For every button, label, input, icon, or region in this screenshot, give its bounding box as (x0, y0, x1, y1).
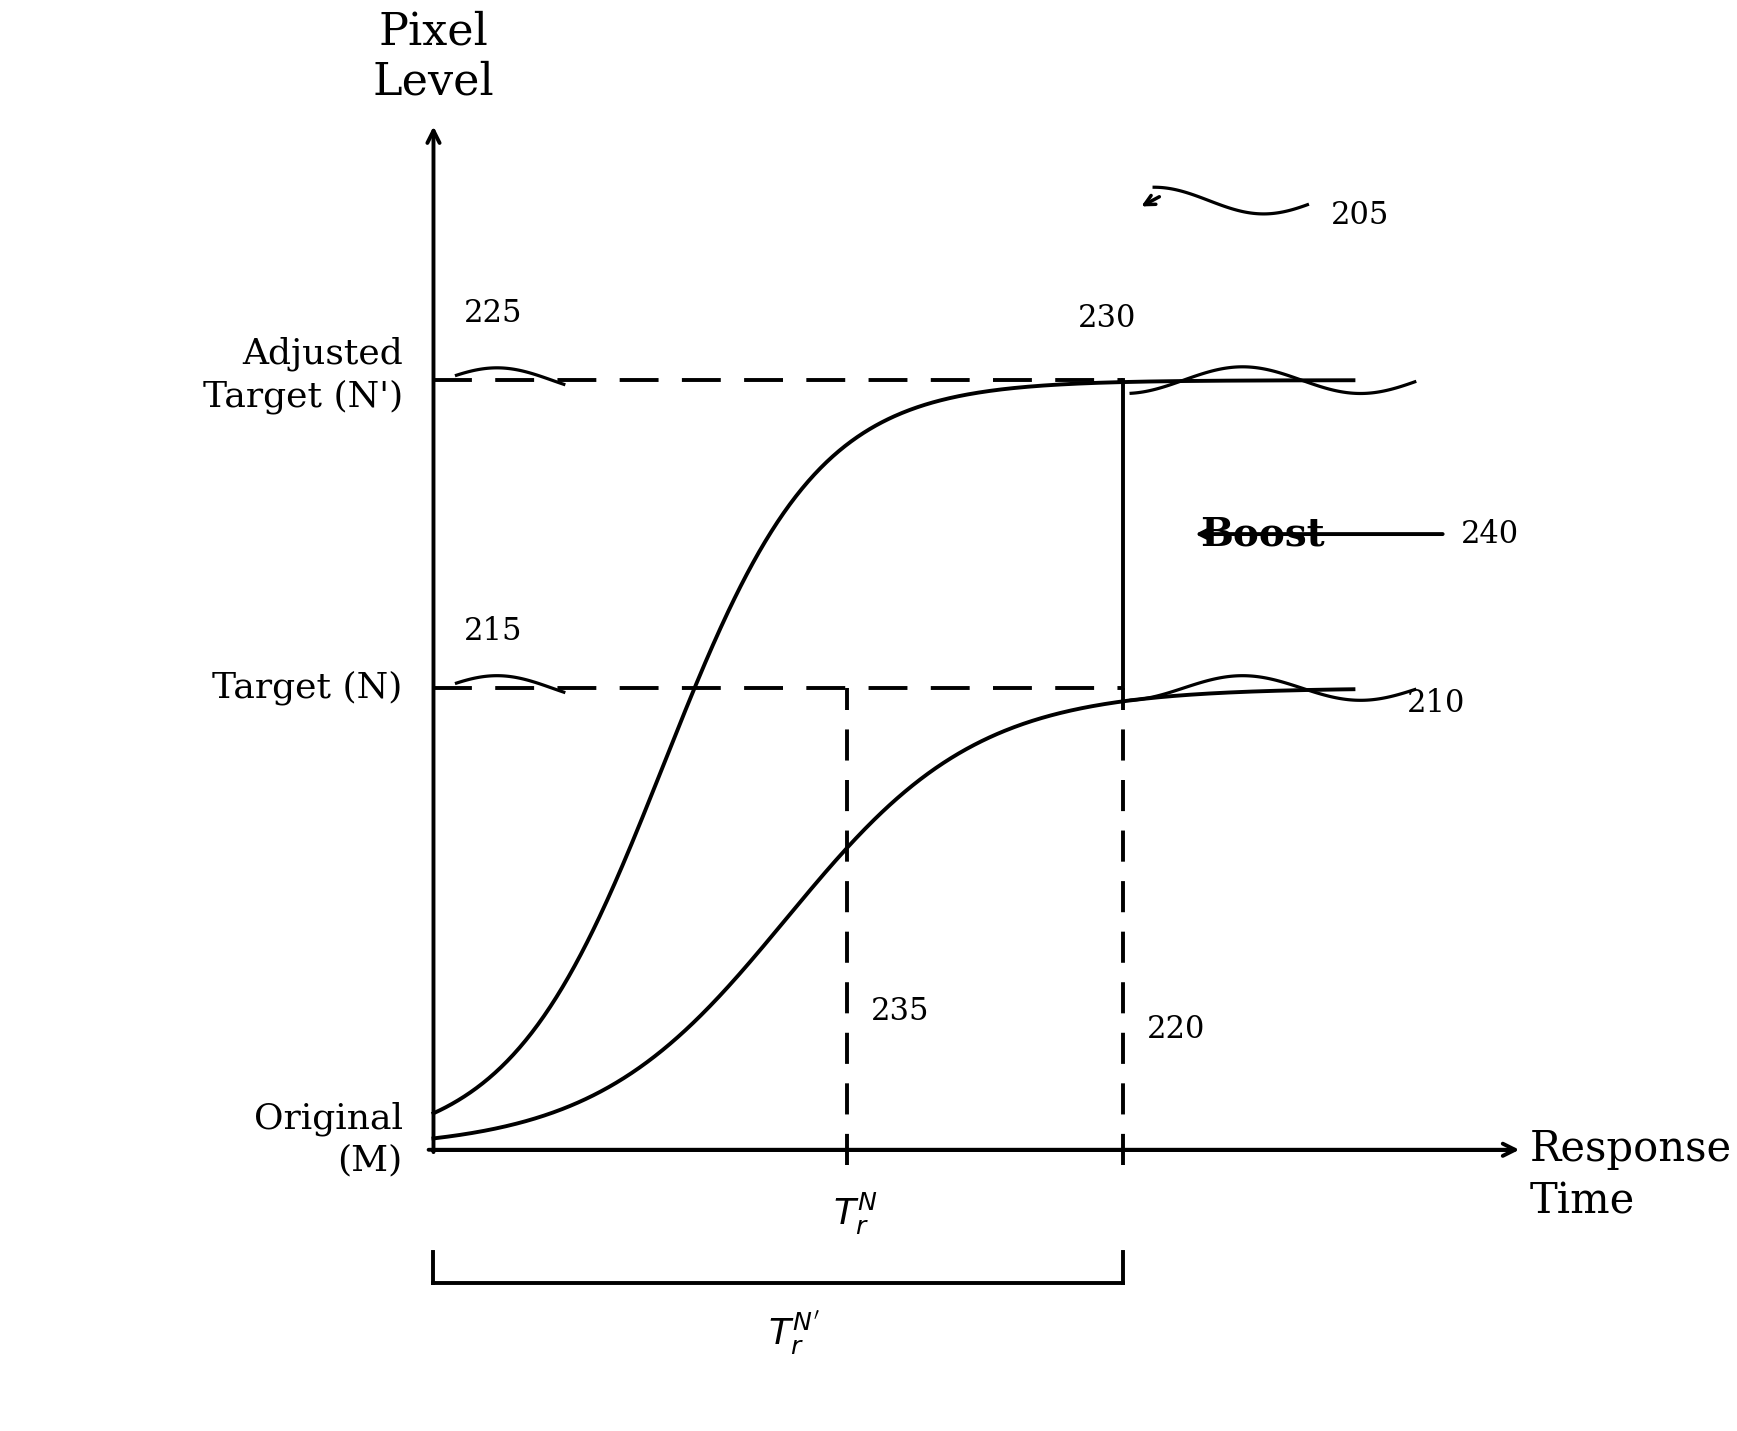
Text: Original
(M): Original (M) (254, 1102, 403, 1178)
Text: $T_r^N$: $T_r^N$ (832, 1191, 877, 1236)
Text: Response
Time: Response Time (1530, 1129, 1732, 1222)
Text: Boost: Boost (1200, 515, 1325, 552)
Text: $T_r^{N'}$: $T_r^{N'}$ (768, 1309, 820, 1357)
Text: 230: 230 (1077, 303, 1136, 333)
Text: 205: 205 (1331, 200, 1390, 232)
Text: 225: 225 (464, 298, 523, 329)
Text: 220: 220 (1146, 1015, 1205, 1045)
Text: Target (N): Target (N) (212, 671, 403, 705)
Text: Pixel
Level: Pixel Level (373, 10, 495, 103)
Text: 235: 235 (870, 996, 929, 1026)
Text: 210: 210 (1407, 688, 1466, 718)
Text: Adjusted
Target (N'): Adjusted Target (N') (203, 336, 403, 414)
Text: 240: 240 (1461, 518, 1518, 550)
Text: 215: 215 (464, 615, 523, 647)
